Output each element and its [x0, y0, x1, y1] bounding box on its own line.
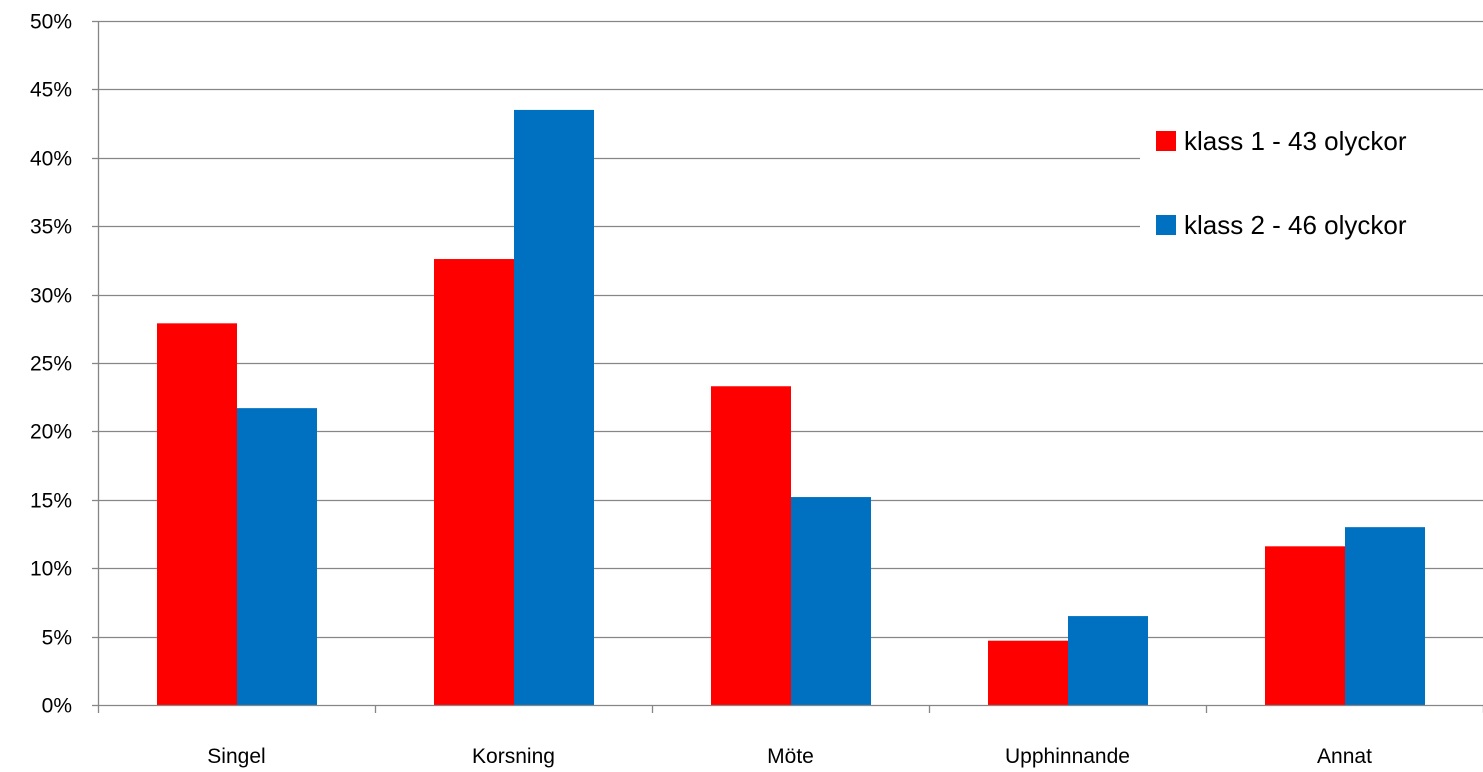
bar-klass-2-0 [237, 408, 317, 705]
bar-klass-2-3 [1068, 616, 1148, 705]
y-tick-label: 5% [42, 627, 72, 650]
y-tick-label: 45% [30, 79, 72, 102]
y-tick-label: 20% [30, 421, 72, 444]
x-tick-label: Upphinnande [1005, 745, 1130, 768]
y-tick-label: 40% [30, 148, 72, 171]
x-tick-label: Korsning [472, 745, 555, 768]
y-tick-label: 25% [30, 353, 72, 376]
bar-klass-1-2 [711, 386, 791, 705]
x-tick-label: Singel [207, 745, 265, 768]
legend-label-1: klass 1 - 43 olyckor [1184, 126, 1407, 156]
bar-klass-2-2 [791, 497, 871, 705]
legend-label-2: klass 2 - 46 olyckor [1184, 210, 1407, 240]
x-tick-label: Möte [767, 745, 814, 768]
y-tick-label: 15% [30, 490, 72, 513]
bar-klass-2-4 [1345, 527, 1425, 705]
y-tick-label: 50% [30, 11, 72, 34]
x-axis-tick-labels: Singel Korsning Möte Upphinnande Annat [207, 745, 1372, 768]
bar-klass-2-1 [514, 109, 594, 706]
bar-klass-1-4 [1265, 546, 1345, 705]
bar-klass-1-3 [988, 640, 1068, 705]
legend-swatch-1 [1156, 131, 1176, 151]
bar-klass-1-1 [434, 259, 514, 705]
y-axis-tick-labels: 0% 5% 10% 15% 20% 25% 30% 35% 40% 45% 50% [30, 11, 72, 718]
x-tick-label: Annat [1317, 745, 1372, 768]
bar-klass-1-0 [157, 323, 237, 705]
axes [97, 21, 1483, 713]
y-tick-label: 10% [30, 558, 72, 581]
y-tick-label: 35% [30, 216, 72, 239]
bar-series [157, 109, 1425, 706]
legend-background [1140, 118, 1483, 248]
legend-swatch-2 [1156, 215, 1176, 235]
legend: klass 1 - 43 olyckor klass 2 - 46 olyckor [1140, 118, 1483, 248]
y-tick-label: 30% [30, 285, 72, 308]
y-tick-label: 0% [42, 695, 72, 718]
